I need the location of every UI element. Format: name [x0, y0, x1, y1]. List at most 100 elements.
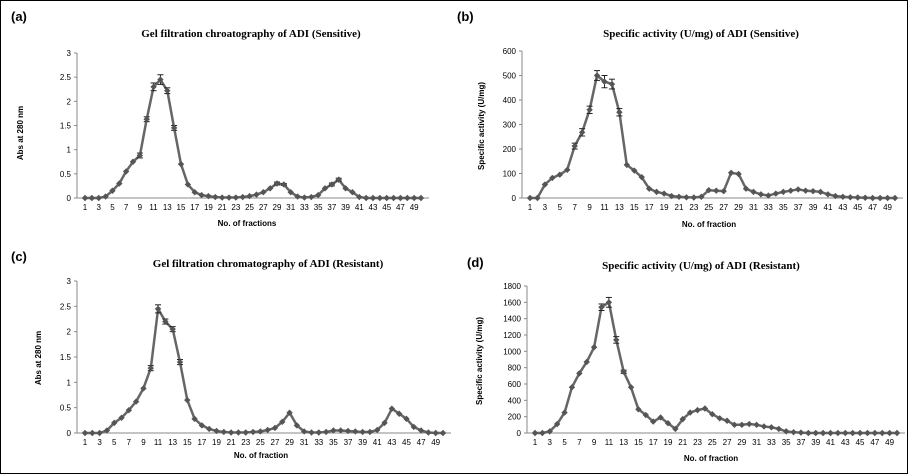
panel-a-data-point: [253, 191, 260, 198]
panel-a-ylabel: Abs at 280 nm: [16, 106, 25, 160]
panel-a-data-point: [129, 158, 137, 165]
panel-d-data-point: [797, 429, 805, 436]
panel-a-ytick-label: 0.5: [60, 170, 72, 179]
panel-c-data-point: [432, 429, 439, 437]
panel-d-data-point: [893, 429, 901, 437]
panel-d-data-point: [672, 425, 679, 433]
panel-b-ytick-label: 400: [503, 96, 517, 105]
panel-c-data-point: [366, 428, 374, 436]
panel-a-ytick-label: 2: [67, 97, 72, 106]
panel-d-xtick-label: 1: [533, 438, 538, 447]
panel-b-xtick-label: 35: [779, 203, 788, 212]
panel-a-data-point: [342, 185, 349, 192]
panel-a-xtick-label: 41: [355, 203, 364, 212]
panel-a-data-point: [205, 192, 212, 200]
panel-c-xtick-label: 45: [402, 438, 411, 447]
panel-b-xtick-label: 13: [615, 203, 624, 212]
panel-d-data-point: [709, 411, 716, 418]
panel-d-xtick-label: 5: [562, 438, 567, 447]
panel-a-xtick-label: 5: [110, 203, 115, 212]
panel-d-xtick-label: 37: [797, 438, 806, 447]
panel-c-data-point: [374, 426, 381, 434]
panel-b-data-point: [780, 188, 787, 196]
panel-a-xtick-label: 33: [300, 203, 309, 212]
panel-c-data-point: [352, 428, 359, 435]
panel-d-data-point: [805, 429, 812, 437]
panel-d-xtick-label: 11: [605, 438, 614, 447]
panel-b-data-point: [601, 78, 608, 85]
panel-c-data-point: [264, 426, 271, 434]
panel-b-data-point: [817, 188, 824, 196]
panel-c-data-point: [395, 410, 403, 417]
panel-a-data-point: [246, 192, 253, 200]
panel-c-xtick-label: 29: [285, 438, 294, 447]
panel-b-xtick-label: 9: [587, 203, 592, 212]
panel-c-data-point: [103, 427, 111, 434]
panel-d-data-point: [775, 425, 782, 433]
panel-a-data-point: [260, 189, 267, 196]
panel-b-data-point: [742, 185, 750, 192]
panel-b-data-point: [824, 191, 832, 198]
panel-c-data-point: [242, 429, 249, 436]
panel-b-data-point: [564, 166, 571, 174]
panel-c-data-point: [271, 424, 279, 432]
panel-a-xtick-label: 47: [396, 203, 405, 212]
panel-b-data-point: [862, 194, 869, 201]
panel-b-ytick-label: 100: [503, 170, 517, 179]
panel-a-ytick-label: 0: [67, 194, 72, 203]
panel-b-data-point: [876, 194, 884, 202]
panel-c-ylabel: Abs at 280 nm: [34, 331, 43, 385]
panel-a-data-point: [136, 152, 144, 159]
panel-c-ytick-label: 3: [67, 277, 72, 286]
panel-a-data-point: [81, 194, 89, 202]
panel-c-ytick-label: 1.5: [60, 353, 72, 362]
panel-d-data-point: [886, 429, 893, 437]
panel-a-ytick-label: 3: [67, 49, 72, 58]
panel-c-data-point: [227, 429, 235, 436]
panel-d-data-point: [768, 424, 775, 431]
panel-c-data-point: [330, 427, 337, 434]
panel-b-data-point: [727, 169, 735, 176]
panel-b-data-point: [586, 106, 593, 113]
panel-a-ytick-label: 1.5: [60, 122, 72, 131]
panel-a-xtick-label: 21: [218, 203, 227, 212]
panel-a-data-point: [225, 194, 233, 201]
panel-d-data-point: [701, 405, 709, 412]
panel-b-xtick-label: 45: [853, 203, 862, 212]
panel-b-ytick-label: 300: [503, 121, 517, 130]
panel-d-data-point: [812, 429, 819, 437]
panel-a-data-point: [301, 194, 308, 201]
panel-d-xtick-label: 23: [693, 438, 702, 447]
panel-a-xtick-label: 11: [149, 203, 158, 212]
panel-a-data-point: [287, 189, 294, 196]
panel-a-title: Gel filtration chroatography of ADI (Sen…: [141, 28, 361, 40]
panel-c-data-point: [162, 318, 169, 325]
panel-c-data-point: [315, 429, 322, 436]
panel-a-data-point: [356, 193, 363, 201]
panel-b-data-point: [794, 186, 802, 193]
panel-c-data-point: [439, 429, 447, 437]
panel-c-xtick-label: 41: [373, 438, 382, 447]
panel-a-data-point: [239, 193, 246, 201]
panel-c-xtick-label: 27: [271, 438, 280, 447]
panel-c-data-point: [118, 414, 125, 421]
panel-a-data-point: [198, 191, 205, 199]
panel-c-data-point: [220, 428, 228, 436]
panel-d-data-point: [568, 384, 576, 391]
panel-b-data-point: [735, 170, 742, 178]
panel-a-xtick-label: 29: [273, 203, 282, 212]
panel-c-title: Gel filtration chromatography of ADI (Re…: [153, 258, 384, 270]
panel-d-xtick-label: 39: [811, 438, 820, 447]
panel-d-data-point: [561, 409, 568, 416]
panel-c-data-point: [308, 429, 315, 436]
panel-d-data-point: [782, 428, 790, 435]
panel-a-data-point: [266, 185, 274, 192]
panel-b-xtick-label: 31: [749, 203, 758, 212]
panel-b-data-point: [809, 187, 817, 195]
panel-a-data-point: [143, 116, 150, 123]
panel-a-data-point: [273, 180, 281, 187]
panel-b-xtick-label: 7: [572, 203, 577, 212]
panel-c-xtick-label: 23: [241, 438, 250, 447]
panel-d-data-point: [723, 417, 731, 424]
panel-d-data-point: [635, 406, 642, 413]
